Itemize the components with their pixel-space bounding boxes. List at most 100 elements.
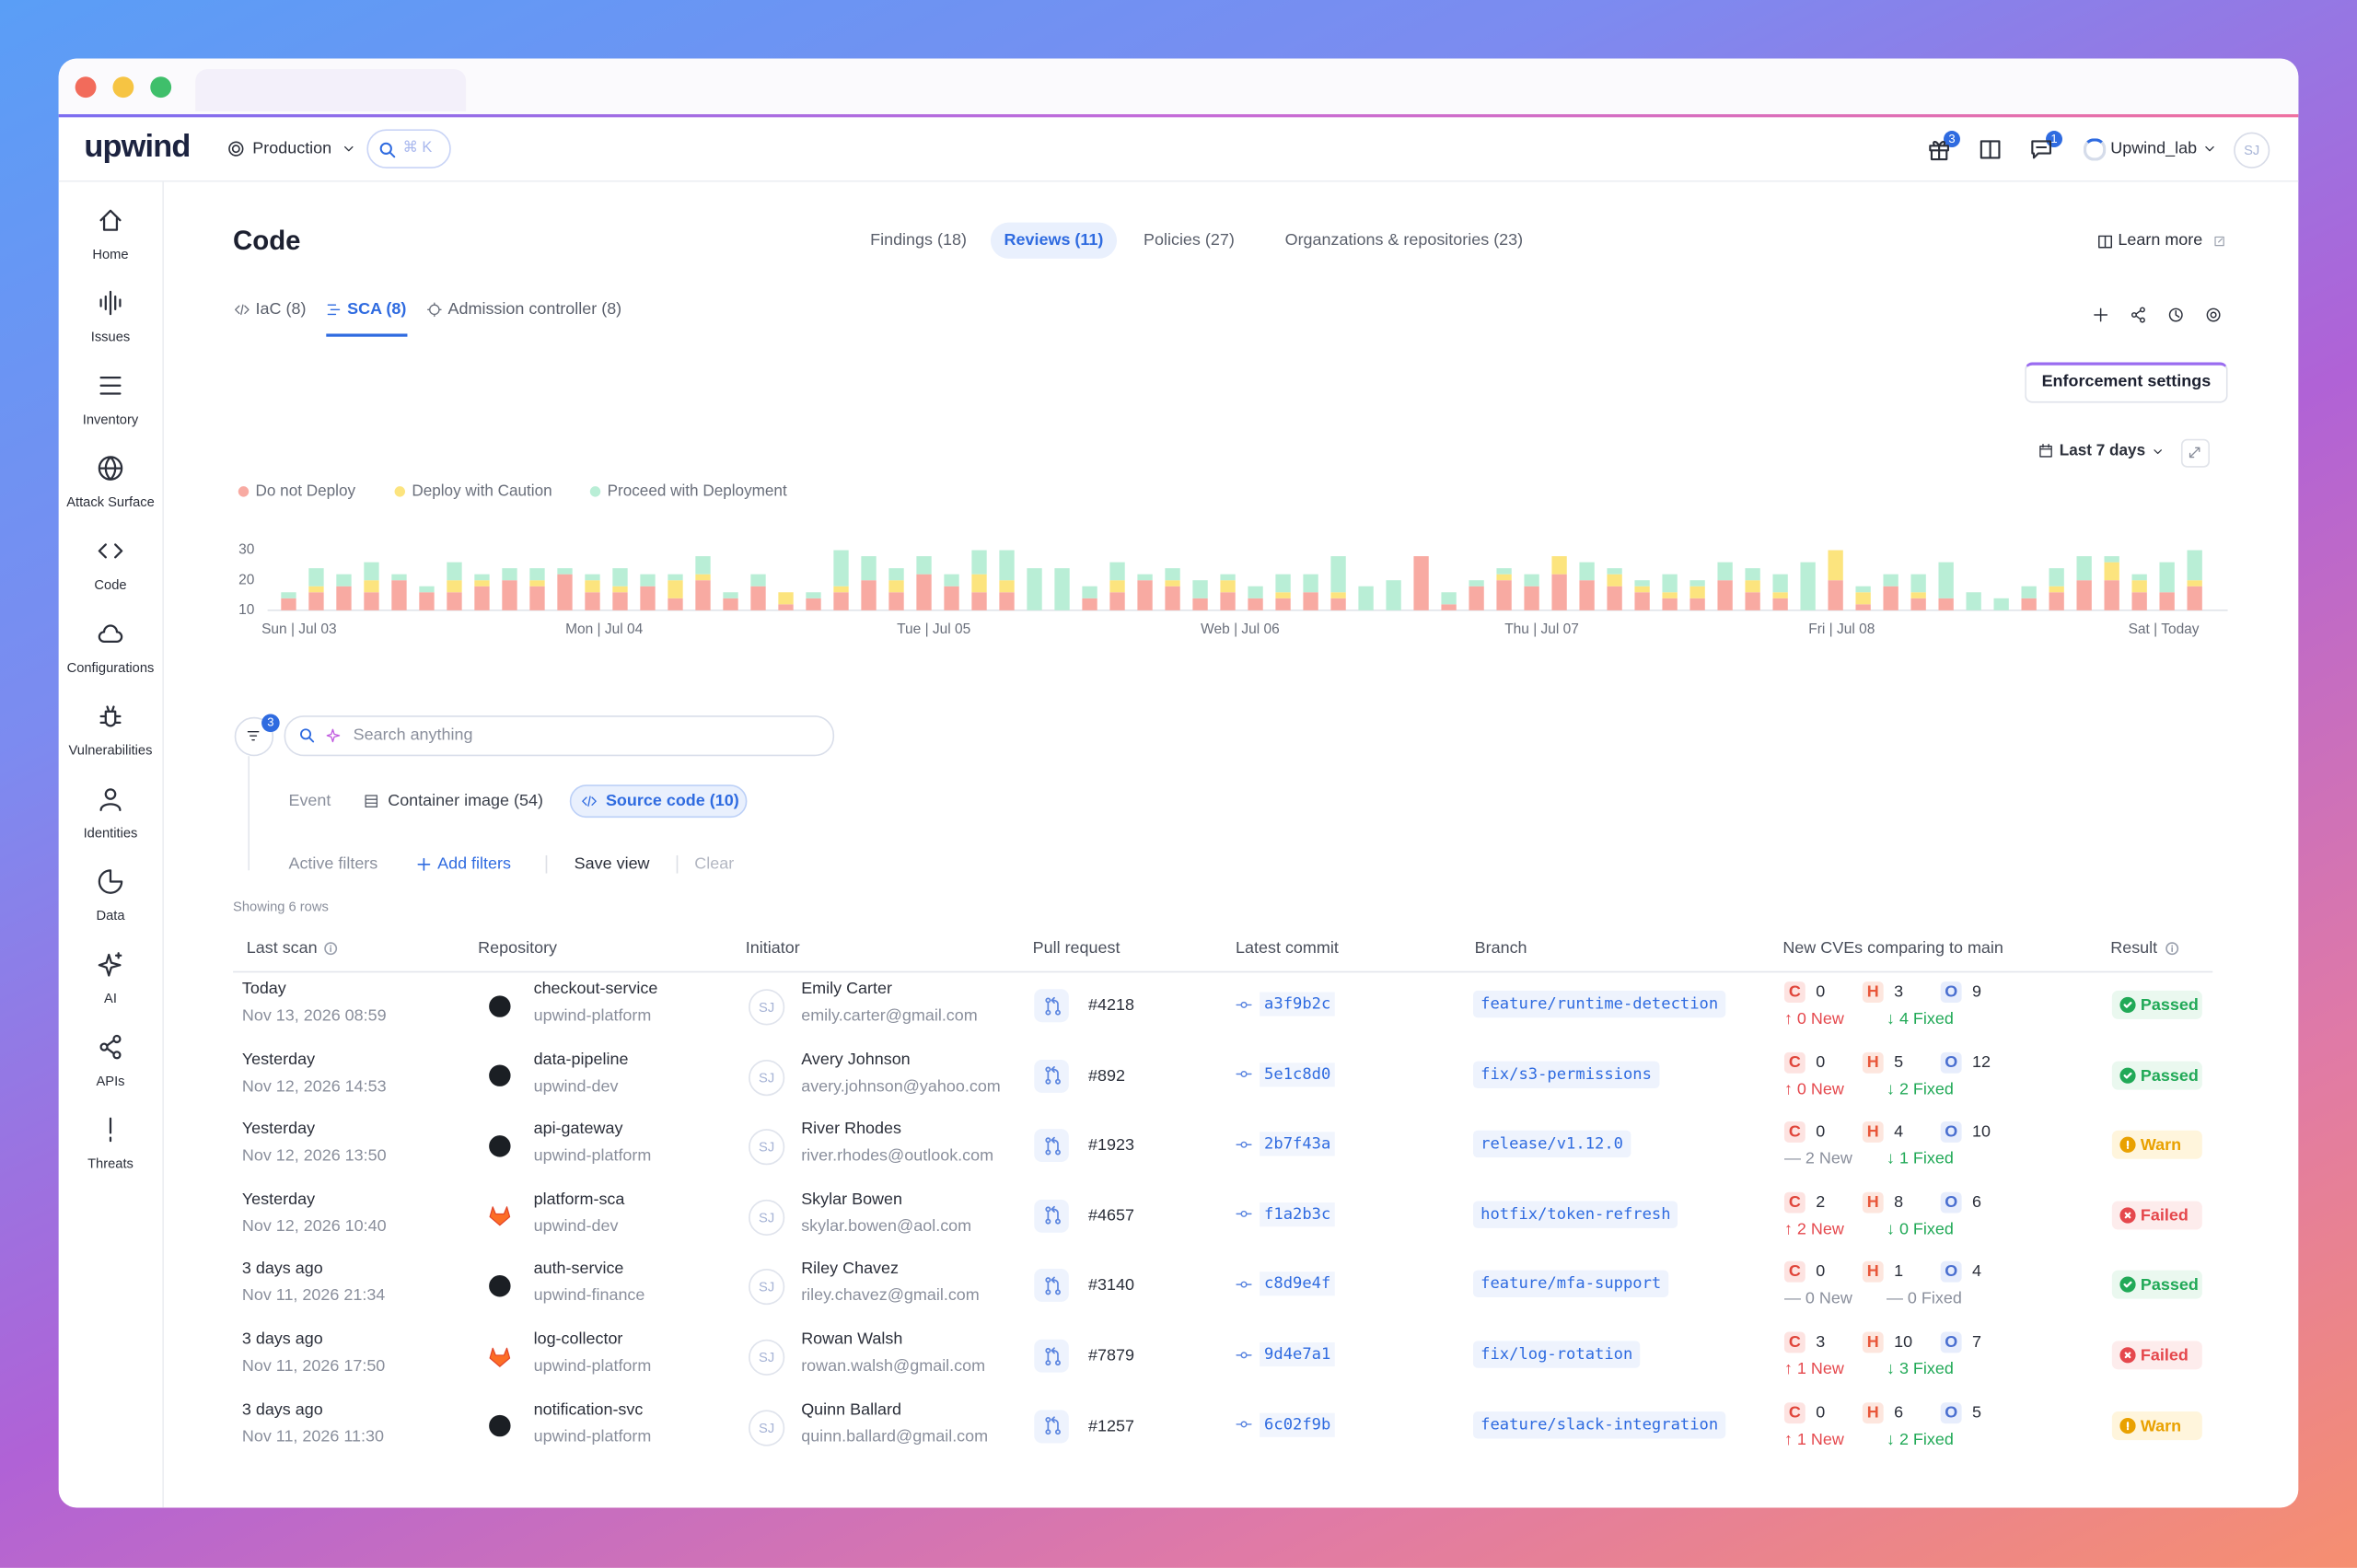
sidebar-label[interactable]: Home	[92, 246, 129, 262]
sidebar-label[interactable]: Attack Surface	[66, 494, 155, 510]
sidebar-icon[interactable]	[97, 620, 122, 645]
repo-name[interactable]: checkout-service	[533, 980, 658, 999]
maximize-dot[interactable]	[150, 76, 172, 99]
result: Failed	[2140, 1346, 2189, 1365]
repo-name[interactable]: auth-service	[533, 1260, 624, 1279]
minimize-dot[interactable]	[112, 76, 134, 99]
pull-request[interactable]: #4657	[1088, 1206, 1134, 1225]
sidebar-icon[interactable]	[97, 1116, 122, 1142]
sidebar-label[interactable]: AI	[104, 990, 117, 1006]
subtab[interactable]: Admission controller (8)	[447, 300, 622, 319]
commit[interactable]: 9d4e7a1	[1260, 1342, 1336, 1367]
pull-request[interactable]: #892	[1088, 1066, 1126, 1086]
sidebar-icon[interactable]	[97, 372, 122, 398]
enforcement-button[interactable]: Enforcement settings	[2041, 372, 2212, 391]
repo-name[interactable]: data-pipeline	[533, 1050, 629, 1069]
commit-icon-shape	[1235, 1421, 1251, 1428]
search-pill[interactable]	[366, 129, 451, 168]
tab[interactable]: Organzations & repositories (23)	[1284, 231, 1524, 250]
sidebar-icon[interactable]	[97, 289, 122, 315]
bar-segment	[585, 580, 600, 593]
event-option[interactable]: Container image (54)	[388, 792, 543, 810]
result-glyph-shape	[2122, 1072, 2131, 1078]
branch[interactable]: hotfix/token-refresh	[1472, 1201, 1678, 1228]
learn-more[interactable]: Learn more	[2118, 231, 2203, 250]
branch[interactable]: feature/mfa-support	[1472, 1271, 1669, 1298]
sidebar-icon[interactable]	[97, 785, 122, 811]
repo-name[interactable]: platform-sca	[533, 1190, 625, 1209]
avatar-circle[interactable]	[2234, 132, 2270, 168]
logo[interactable]: upwind	[84, 129, 191, 164]
search-box[interactable]	[284, 715, 835, 757]
share-icon[interactable]	[2130, 306, 2146, 322]
browser-tab[interactable]	[195, 69, 467, 111]
settings-icon[interactable]	[2204, 306, 2221, 322]
commit[interactable]: 6c02f9b	[1260, 1412, 1336, 1437]
result: Passed	[2140, 1276, 2199, 1295]
clear[interactable]: Clear	[694, 854, 735, 874]
commit[interactable]: 2b7f43a	[1260, 1132, 1336, 1156]
repo-name[interactable]: notification-svc	[533, 1400, 644, 1419]
book-icon[interactable]	[1979, 137, 2003, 161]
pull-request[interactable]: #1923	[1088, 1136, 1134, 1156]
repo-name[interactable]: log-collector	[533, 1330, 623, 1349]
bar-segment	[1689, 586, 1705, 598]
save-view[interactable]: Save view	[574, 854, 650, 874]
filter-button[interactable]	[234, 716, 274, 757]
sidebar-label[interactable]: Threats	[87, 1156, 134, 1171]
chat-icon[interactable]	[2029, 137, 2053, 161]
sidebar-label[interactable]: Inventory	[82, 412, 139, 427]
subtab[interactable]: SCA (8)	[347, 300, 407, 319]
gift-icon-shape	[1929, 141, 1949, 161]
branch[interactable]: fix/log-rotation	[1472, 1341, 1641, 1368]
history-icon[interactable]	[2166, 306, 2183, 322]
branch[interactable]: feature/slack-integration	[1472, 1411, 1726, 1438]
commit[interactable]: c8d9e4f	[1260, 1272, 1336, 1296]
sidebar-icon[interactable]	[97, 951, 122, 977]
sidebar-icon[interactable]	[97, 1033, 122, 1059]
subtab[interactable]: IaC (8)	[255, 300, 307, 319]
expand-button[interactable]	[2180, 438, 2210, 468]
commit[interactable]: 5e1c8d0	[1260, 1062, 1336, 1086]
sidebar-label[interactable]: APIs	[96, 1073, 125, 1089]
sidebar-label[interactable]: Identities	[83, 825, 138, 841]
sidebar-label[interactable]: Issues	[90, 329, 131, 344]
sidebar-icon[interactable]	[97, 703, 122, 728]
event-option[interactable]: Source code (10)	[605, 792, 739, 810]
sidebar-label[interactable]: Data	[96, 908, 125, 923]
enforcement-button-box[interactable]	[2025, 362, 2228, 403]
sidebar-icon[interactable]	[97, 538, 122, 563]
commit-icon	[1235, 1351, 1251, 1358]
pull-request[interactable]: #4218	[1088, 996, 1134, 1016]
sidebar-icon[interactable]	[97, 868, 122, 894]
sidebar-icon[interactable]	[97, 455, 122, 481]
cve-count: 4	[1894, 1122, 1904, 1142]
pull-request[interactable]: #1257	[1088, 1416, 1134, 1435]
close-dot[interactable]	[75, 76, 97, 99]
sidebar-label[interactable]: Vulnerabilities	[68, 742, 153, 758]
commit[interactable]: a3f9b2c	[1260, 992, 1336, 1016]
gift-icon[interactable]	[1927, 137, 1951, 161]
branch[interactable]: feature/runtime-detection	[1472, 990, 1726, 1018]
environment[interactable]: Production	[252, 139, 332, 158]
branch[interactable]: release/v1.12.0	[1472, 1131, 1631, 1158]
branch[interactable]: fix/s3-permissions	[1472, 1060, 1660, 1088]
add-icon[interactable]	[2092, 306, 2108, 322]
sidebar-icon[interactable]	[97, 206, 122, 232]
pull-request[interactable]: #7879	[1088, 1346, 1134, 1365]
tab[interactable]: Policies (27)	[1144, 231, 1235, 250]
add-filters[interactable]: Add filters	[437, 854, 511, 874]
cve-count: 9	[1972, 982, 1982, 1002]
repo-name[interactable]: api-gateway	[533, 1120, 623, 1139]
tab[interactable]: Reviews (11)	[1004, 231, 1104, 250]
sidebar-label[interactable]: Configurations	[66, 659, 155, 676]
bar-segment	[529, 586, 545, 610]
tab[interactable]: Findings (18)	[870, 231, 967, 250]
date-range[interactable]: Last 7 days	[2059, 441, 2146, 460]
option-icon-shape	[582, 796, 597, 807]
commit[interactable]: f1a2b3c	[1260, 1202, 1336, 1226]
pull-request[interactable]: #3140	[1088, 1276, 1134, 1295]
org-name[interactable]: Upwind_lab	[2110, 139, 2198, 158]
option-highlight[interactable]	[569, 784, 748, 819]
sidebar-label[interactable]: Code	[94, 576, 127, 593]
